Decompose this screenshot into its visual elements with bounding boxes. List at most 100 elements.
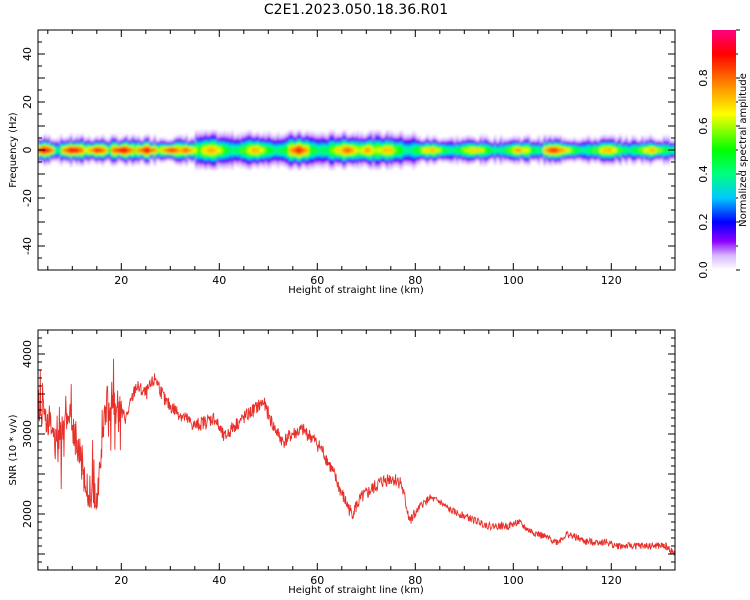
spectrogram-cell — [207, 141, 210, 143]
spectrogram-cell — [53, 143, 57, 145]
spectrogram-cell — [334, 148, 338, 150]
spectrogram-cell — [59, 136, 63, 138]
spectrogram-cell — [390, 133, 393, 136]
spectrogram-cell — [272, 153, 276, 155]
spectrogram-cell — [195, 145, 198, 148]
spectrogram-cell — [344, 132, 348, 135]
spectrogram-cell — [209, 135, 212, 137]
spectrogram-cell — [360, 154, 364, 156]
spectrogram-cell — [67, 144, 71, 147]
spectrogram-cell — [272, 150, 276, 153]
spectrogram-cell — [101, 161, 105, 163]
spectrogram-cell — [159, 138, 163, 141]
spectrogram-cell — [332, 153, 336, 155]
spectrogram-cell — [306, 131, 310, 133]
spectrogram-cell — [262, 162, 266, 165]
spectrogram-cell — [207, 138, 210, 141]
spectrogram-cell — [227, 151, 230, 154]
spectrogram-cell — [364, 160, 368, 162]
spectrogram-cell — [131, 156, 135, 159]
spectrogram-cell — [199, 130, 202, 132]
spectrogram-cell — [187, 147, 190, 149]
spectrogram-cell — [231, 144, 234, 147]
spectrogram-cell — [109, 151, 113, 154]
spectrogram-cell — [169, 160, 172, 162]
spectrogram-cell — [370, 161, 374, 163]
spectrogram-cell — [213, 133, 216, 136]
spectrogram-cell — [346, 137, 350, 139]
spectrogram-cell — [314, 157, 318, 160]
spectrogram-cell — [69, 137, 73, 139]
spectrogram-cell — [109, 160, 113, 162]
spectrogram-cell — [219, 156, 222, 159]
spectrogram-cell — [360, 139, 364, 142]
spectrogram-cell — [217, 142, 220, 144]
spectrogram-cell — [207, 150, 210, 153]
spectrogram-cell — [272, 154, 276, 156]
spectrogram-cell — [209, 155, 212, 157]
spectrogram-cell — [324, 145, 328, 148]
spectrogram-cell — [169, 142, 172, 144]
spectrogram-cell — [41, 155, 45, 157]
spectrogram-cell — [338, 151, 342, 154]
spectrogram-cell — [338, 165, 342, 167]
spectrogram-cell — [119, 139, 123, 142]
spectrogram-cell — [125, 142, 129, 144]
spectrogram-cell — [408, 149, 411, 151]
spectrogram-cell — [374, 157, 378, 160]
spectrogram-cell — [344, 157, 348, 160]
spectrogram-cell — [320, 145, 324, 148]
spectrogram-cell — [243, 143, 246, 145]
spectrogram-cell — [73, 161, 77, 163]
spectrogram-cell — [135, 143, 139, 145]
spectrogram-cell — [252, 145, 256, 148]
spectrogram-cell — [272, 151, 276, 154]
spectrogram-cell — [410, 159, 413, 161]
spectrogram-cell — [322, 144, 326, 147]
spectrogram-cell — [398, 135, 401, 137]
spectrogram-cell — [83, 145, 87, 148]
spectrogram-cell — [229, 154, 232, 156]
spectrogram-cell — [364, 151, 368, 154]
spectrogram-cell — [316, 139, 320, 142]
spectrogram-cell — [215, 161, 218, 163]
spectrogram-cell — [181, 151, 184, 154]
spectrogram-cell — [378, 151, 381, 154]
spectrogram-cell — [41, 153, 45, 155]
spectrogram-cell — [368, 138, 372, 141]
spectrogram-cell — [266, 133, 270, 136]
spectrogram-cell — [318, 145, 322, 148]
spectrogram-cell — [348, 161, 352, 163]
spectrogram-cell — [290, 139, 294, 142]
spectrogram-cell — [203, 156, 206, 159]
spectrogram-cell — [372, 137, 376, 139]
spectrogram-cell — [380, 137, 383, 139]
spectrogram-cell — [280, 154, 284, 156]
spectrogram-cell — [268, 135, 272, 137]
spectrogram-cell — [91, 160, 95, 162]
spectrogram-cell — [237, 132, 240, 135]
spectrogram-cell — [264, 156, 268, 159]
spectrogram-cell — [310, 162, 314, 165]
spectrogram-cell — [298, 144, 302, 147]
spectrogram-cell — [288, 131, 292, 133]
spectrogram-cell — [171, 145, 174, 148]
spectrogram-cell — [57, 157, 61, 160]
spectrogram-cell — [129, 148, 133, 150]
spectrogram-cell — [398, 162, 401, 165]
spectrogram-cell — [398, 136, 401, 138]
spectrogram-cell — [398, 157, 401, 160]
spectrogram-cell — [262, 161, 266, 163]
spectrogram-cell — [89, 159, 93, 161]
spectrogram-cell — [348, 133, 352, 136]
spectrogram-cell — [306, 166, 310, 168]
spectrogram-cell — [229, 159, 232, 161]
spectrogram-cell — [378, 155, 381, 157]
spectrogram-cell — [374, 168, 378, 171]
spectrogram-cell — [77, 151, 81, 154]
spectrogram-cell — [249, 145, 252, 148]
spectrogram-cell — [207, 151, 210, 154]
spectrogram-cell — [219, 161, 222, 163]
spectrogram-cell — [330, 137, 334, 139]
spectrogram-cell — [239, 155, 242, 157]
